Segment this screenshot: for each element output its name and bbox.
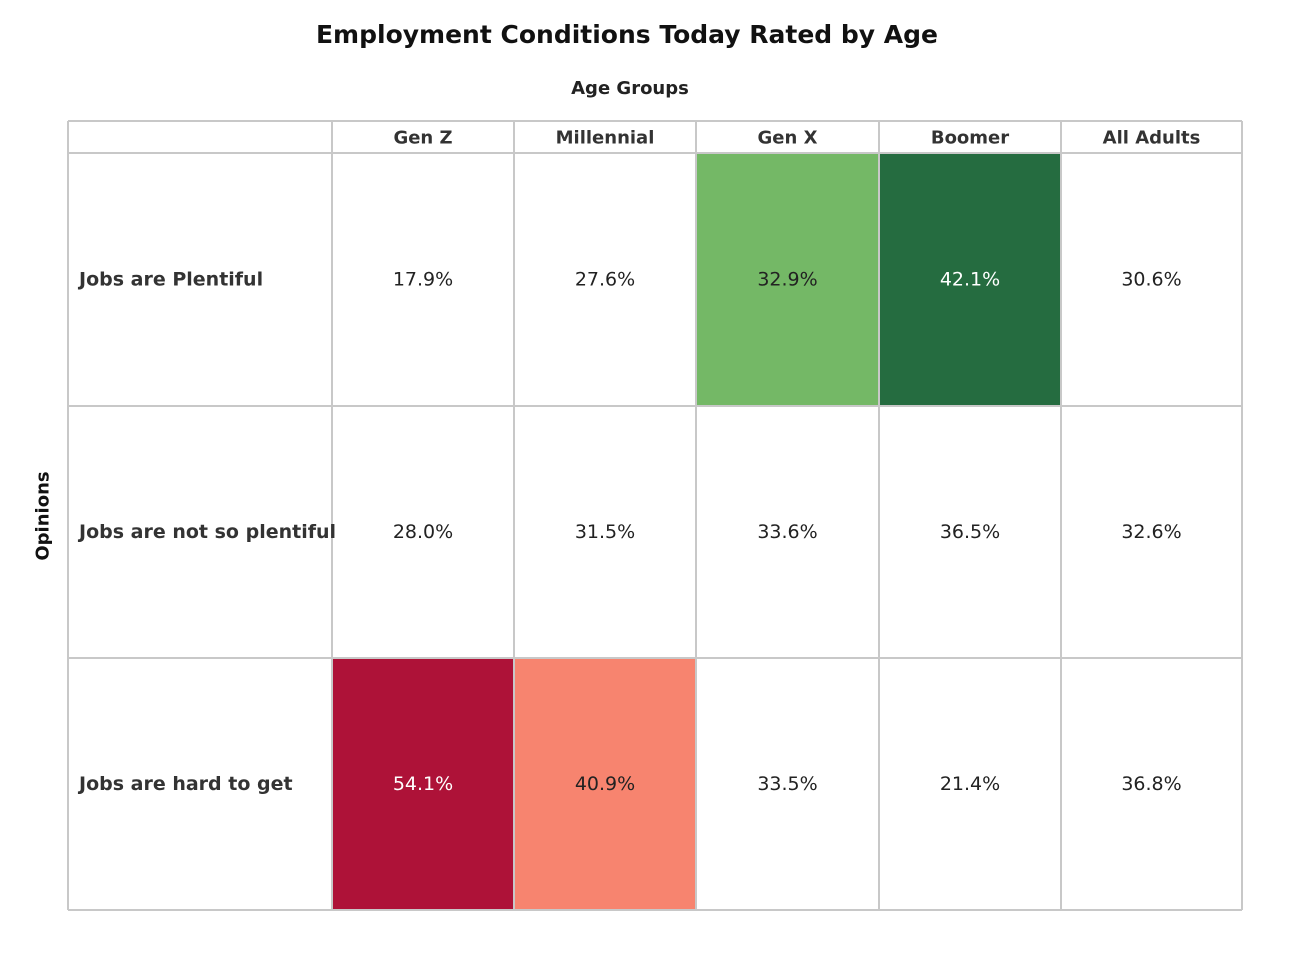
cell-jobs-are-plentiful-millennial bbox=[514, 153, 696, 406]
cell-jobs-are-not-so-plentiful-boomer bbox=[879, 406, 1061, 658]
column-header-boomer: Boomer bbox=[931, 128, 1009, 149]
cell-value-label: 31.5% bbox=[575, 521, 635, 543]
row-label-jobs-are-plentiful: Jobs are Plentiful bbox=[77, 269, 263, 291]
column-header-millennial: Millennial bbox=[556, 128, 655, 149]
cell-value-label: 32.6% bbox=[1121, 521, 1181, 543]
cell-value-label: 42.1% bbox=[940, 269, 1000, 291]
cell-jobs-are-hard-to-get-gen-x bbox=[696, 658, 879, 910]
cell-value-label: 40.9% bbox=[575, 773, 635, 795]
row-label-jobs-are-hard-to-get: Jobs are hard to get bbox=[77, 773, 293, 795]
grid-layer bbox=[67, 120, 1243, 911]
cell-jobs-are-not-so-plentiful-gen-x bbox=[696, 406, 879, 658]
cells-layer bbox=[332, 153, 1242, 910]
cell-value-label: 33.6% bbox=[757, 521, 817, 543]
column-header-gen-z: Gen Z bbox=[393, 128, 452, 149]
cell-jobs-are-hard-to-get-millennial bbox=[514, 658, 696, 910]
cell-jobs-are-plentiful-all-adults bbox=[1061, 153, 1242, 406]
cell-value-label: 21.4% bbox=[940, 773, 1000, 795]
column-axis-label: Age Groups bbox=[571, 78, 689, 99]
cell-value-label: 32.9% bbox=[757, 269, 817, 291]
cell-value-label: 27.6% bbox=[575, 269, 635, 291]
cell-jobs-are-not-so-plentiful-gen-z bbox=[332, 406, 514, 658]
chart-title: Employment Conditions Today Rated by Age bbox=[315, 20, 938, 49]
column-header-gen-x: Gen X bbox=[758, 128, 818, 149]
cell-value-label: 28.0% bbox=[393, 521, 453, 543]
cell-jobs-are-not-so-plentiful-all-adults bbox=[1061, 406, 1242, 658]
cell-jobs-are-plentiful-gen-z bbox=[332, 153, 514, 406]
row-label-jobs-are-not-so-plentiful: Jobs are not so plentiful bbox=[77, 521, 336, 543]
cell-jobs-are-hard-to-get-boomer bbox=[879, 658, 1061, 910]
cell-value-label: 54.1% bbox=[393, 773, 453, 795]
cell-jobs-are-hard-to-get-all-adults bbox=[1061, 658, 1242, 910]
cell-jobs-are-plentiful-gen-x bbox=[696, 153, 879, 406]
cell-value-label: 30.6% bbox=[1121, 269, 1181, 291]
cell-jobs-are-not-so-plentiful-millennial bbox=[514, 406, 696, 658]
cell-value-label: 36.5% bbox=[940, 521, 1000, 543]
cell-jobs-are-plentiful-boomer bbox=[879, 153, 1061, 406]
cell-value-label: 33.5% bbox=[757, 773, 817, 795]
column-header-all-adults: All Adults bbox=[1103, 128, 1201, 149]
cell-jobs-are-hard-to-get-gen-z bbox=[332, 658, 514, 910]
cell-value-label: 17.9% bbox=[393, 269, 453, 291]
cell-value-label: 36.8% bbox=[1121, 773, 1181, 795]
labels-layer: 17.9% 27.6% 32.9% 42.1% 30.6% 28.0% 31.5% 33.6%… bbox=[77, 128, 1200, 796]
